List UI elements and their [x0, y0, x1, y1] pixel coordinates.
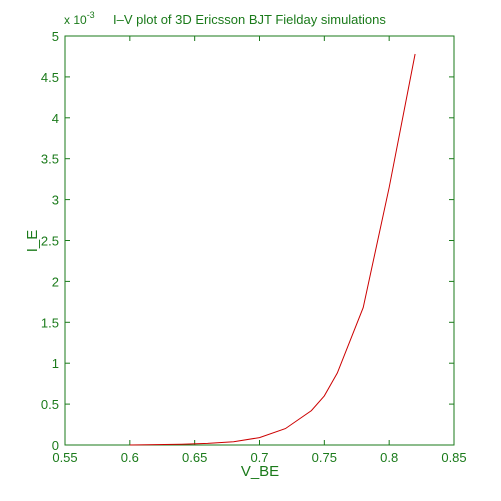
x-tick-label: 0.65	[182, 450, 207, 465]
x-tick-label: 0.7	[250, 450, 268, 465]
y-scale-note: x 10-3	[64, 10, 95, 27]
y-tick-label: 4.5	[41, 70, 59, 85]
y-axis-label: I_E	[24, 230, 41, 253]
x-tick-label: 0.8	[380, 450, 398, 465]
x-tick-label: 0.55	[52, 450, 77, 465]
y-tick-label: 1	[52, 356, 59, 371]
y-tick-label: 5	[52, 29, 59, 44]
y-tick-label: 0	[52, 438, 59, 453]
series-line	[129, 53, 416, 446]
y-tick-label: 3	[52, 193, 59, 208]
x-tick-label: 0.75	[312, 450, 337, 465]
x-tick-label: 0.85	[441, 450, 466, 465]
y-tick-label: 4	[52, 111, 59, 126]
ticks	[64, 35, 455, 446]
y-tick-label: 2.5	[41, 234, 59, 249]
plot-area	[64, 35, 455, 446]
y-scale-exponent: -3	[87, 10, 95, 20]
series-layer	[129, 53, 416, 446]
chart-title: I–V plot of 3D Ericsson BJT Fielday simu…	[113, 12, 386, 27]
y-tick-label: 0.5	[41, 397, 59, 412]
x-axis-label: V_BE	[241, 463, 279, 480]
y-tick-label: 1.5	[41, 315, 59, 330]
y-tick-label: 3.5	[41, 152, 59, 167]
x-tick-label: 0.6	[121, 450, 139, 465]
y-scale-base: x 10	[64, 13, 87, 27]
y-tick-label: 2	[52, 274, 59, 289]
tick-labels: 0.55 0.6 0.65 0.7 0.75 0.8 0.85 0 0.5 1 1.5 2 2.5 3 3.…	[41, 29, 467, 465]
